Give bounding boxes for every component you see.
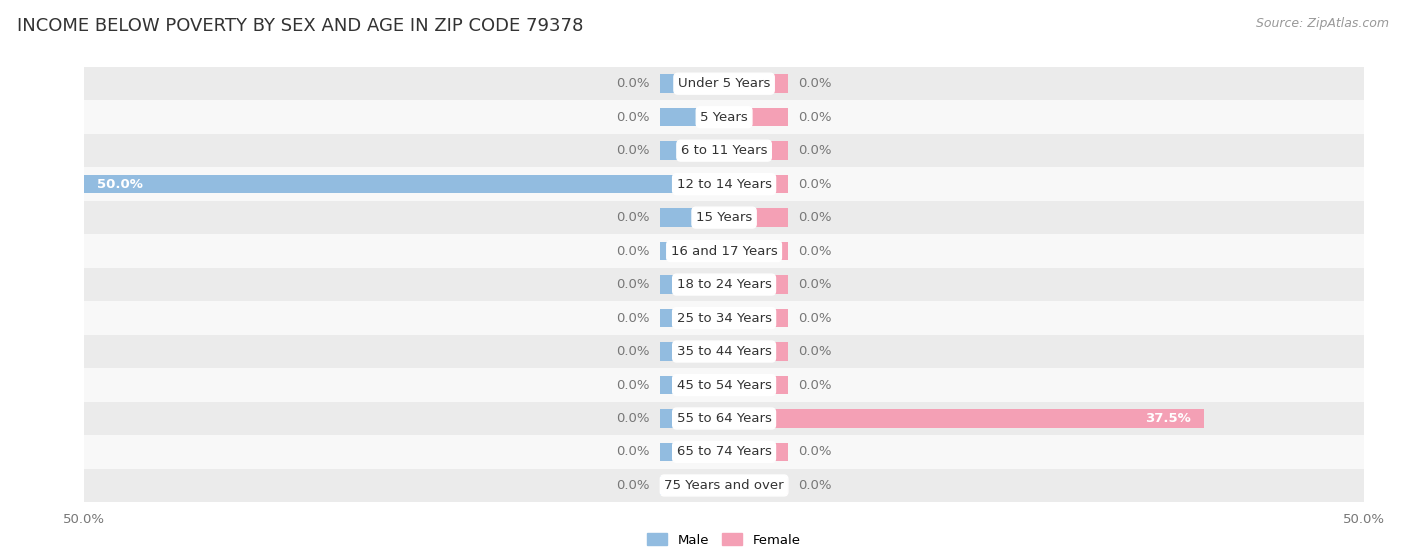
Bar: [84, 368, 1364, 402]
Bar: [661, 410, 724, 428]
Bar: [84, 301, 1364, 335]
Text: 0.0%: 0.0%: [616, 211, 650, 224]
Text: 50.0%: 50.0%: [97, 177, 143, 191]
Text: 75 Years and over: 75 Years and over: [664, 479, 785, 492]
Text: 0.0%: 0.0%: [799, 144, 832, 157]
Bar: [661, 477, 724, 495]
Bar: [84, 167, 1364, 201]
Bar: [84, 201, 1364, 234]
Bar: [84, 469, 1364, 502]
Text: 35 to 44 Years: 35 to 44 Years: [676, 345, 772, 358]
Bar: [84, 134, 1364, 167]
Text: 0.0%: 0.0%: [616, 244, 650, 258]
Text: 55 to 64 Years: 55 to 64 Years: [676, 412, 772, 425]
Text: 0.0%: 0.0%: [799, 311, 832, 325]
Text: 45 to 54 Years: 45 to 54 Years: [676, 378, 772, 392]
Text: 15 Years: 15 Years: [696, 211, 752, 224]
Text: 0.0%: 0.0%: [799, 479, 832, 492]
Text: 0.0%: 0.0%: [799, 278, 832, 291]
Bar: [84, 100, 1364, 134]
Text: 0.0%: 0.0%: [616, 412, 650, 425]
Text: 0.0%: 0.0%: [616, 345, 650, 358]
Bar: [724, 309, 787, 327]
Text: 0.0%: 0.0%: [616, 378, 650, 392]
Text: Source: ZipAtlas.com: Source: ZipAtlas.com: [1256, 17, 1389, 30]
Text: 0.0%: 0.0%: [799, 378, 832, 392]
Bar: [724, 209, 787, 227]
Bar: [724, 443, 787, 461]
Bar: [84, 234, 1364, 268]
Bar: [661, 443, 724, 461]
Bar: [661, 74, 724, 93]
Bar: [661, 209, 724, 227]
Text: 6 to 11 Years: 6 to 11 Years: [681, 144, 768, 157]
Bar: [84, 268, 1364, 301]
Text: 0.0%: 0.0%: [799, 244, 832, 258]
Bar: [724, 175, 787, 193]
Text: 12 to 14 Years: 12 to 14 Years: [676, 177, 772, 191]
Text: 0.0%: 0.0%: [799, 110, 832, 124]
Bar: [724, 376, 787, 394]
Bar: [724, 242, 787, 260]
Text: 5 Years: 5 Years: [700, 110, 748, 124]
Text: 0.0%: 0.0%: [799, 345, 832, 358]
Bar: [661, 309, 724, 327]
Text: 0.0%: 0.0%: [616, 77, 650, 90]
Bar: [724, 141, 787, 160]
Bar: [84, 335, 1364, 368]
Bar: [724, 477, 787, 495]
Bar: [724, 74, 787, 93]
Bar: [724, 343, 787, 361]
Text: 0.0%: 0.0%: [799, 177, 832, 191]
Text: 18 to 24 Years: 18 to 24 Years: [676, 278, 772, 291]
Text: 0.0%: 0.0%: [616, 479, 650, 492]
Text: 25 to 34 Years: 25 to 34 Years: [676, 311, 772, 325]
Bar: [661, 376, 724, 394]
Text: 0.0%: 0.0%: [799, 77, 832, 90]
Bar: [661, 242, 724, 260]
Text: 0.0%: 0.0%: [616, 445, 650, 459]
Text: 0.0%: 0.0%: [616, 144, 650, 157]
Bar: [661, 343, 724, 361]
Text: 37.5%: 37.5%: [1146, 412, 1191, 425]
Bar: [661, 108, 724, 127]
Text: 0.0%: 0.0%: [799, 211, 832, 224]
Text: 16 and 17 Years: 16 and 17 Years: [671, 244, 778, 258]
Bar: [84, 67, 1364, 100]
Legend: Male, Female: Male, Female: [643, 528, 806, 552]
Text: 0.0%: 0.0%: [616, 278, 650, 291]
Bar: [724, 410, 1204, 428]
Text: INCOME BELOW POVERTY BY SEX AND AGE IN ZIP CODE 79378: INCOME BELOW POVERTY BY SEX AND AGE IN Z…: [17, 17, 583, 35]
Bar: [84, 402, 1364, 435]
Text: 65 to 74 Years: 65 to 74 Years: [676, 445, 772, 459]
Text: 0.0%: 0.0%: [799, 445, 832, 459]
Bar: [661, 141, 724, 160]
Bar: [84, 435, 1364, 469]
Text: Under 5 Years: Under 5 Years: [678, 77, 770, 90]
Bar: [724, 275, 787, 294]
Text: 0.0%: 0.0%: [616, 311, 650, 325]
Bar: [84, 175, 724, 193]
Bar: [724, 108, 787, 127]
Bar: [661, 275, 724, 294]
Text: 0.0%: 0.0%: [616, 110, 650, 124]
